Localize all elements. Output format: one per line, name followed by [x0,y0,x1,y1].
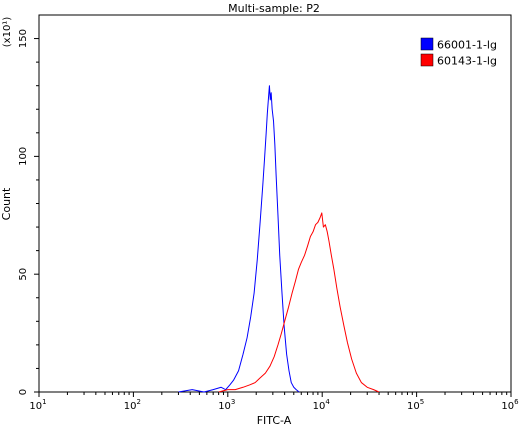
legend-label-2: 60143-1-lg [437,55,497,68]
x-tick-label: 103 [218,398,235,412]
plot-frame [38,14,512,393]
x-tick-label: 102 [124,398,141,412]
x-tick-exponent: 4 [325,398,330,406]
x-tick-exponent: 5 [420,398,424,406]
x-tick-label: 106 [501,398,519,412]
y-tick-label: 0 [18,389,29,395]
x-tick-label: 104 [313,398,331,412]
chart-title: Multi-sample: P2 [228,2,320,15]
x-tick-exponent: 6 [514,398,519,406]
y-axis-multiplier: (x10¹) [2,17,13,48]
x-tick-label: 101 [29,398,46,412]
y-tick-label: 100 [18,147,29,166]
x-tick-base: 10 [501,401,514,412]
legend-swatch-2 [420,53,434,67]
x-tick-base: 10 [218,401,231,412]
legend-swatch-1 [420,37,434,51]
x-tick-label: 105 [407,398,424,412]
x-tick-base: 10 [313,401,326,412]
legend: 66001-1-lg 60143-1-lg [420,37,497,68]
x-tick-exponent: 3 [231,398,235,406]
series-layer [178,85,380,393]
y-axis-label: Count [0,187,13,220]
y-tick-label: 150 [18,29,29,48]
series-line-2 [218,212,380,393]
x-tick-base: 10 [407,401,420,412]
x-axis-label: FITC-A [257,414,292,427]
x-tick-base: 10 [124,401,137,412]
legend-label-1: 66001-1-lg [437,39,497,52]
y-tick-label: 50 [18,268,29,281]
x-tick-base: 10 [29,401,42,412]
x-tick-exponent: 1 [42,398,46,406]
x-tick-exponent: 2 [137,398,141,406]
series-line-1 [178,85,300,393]
